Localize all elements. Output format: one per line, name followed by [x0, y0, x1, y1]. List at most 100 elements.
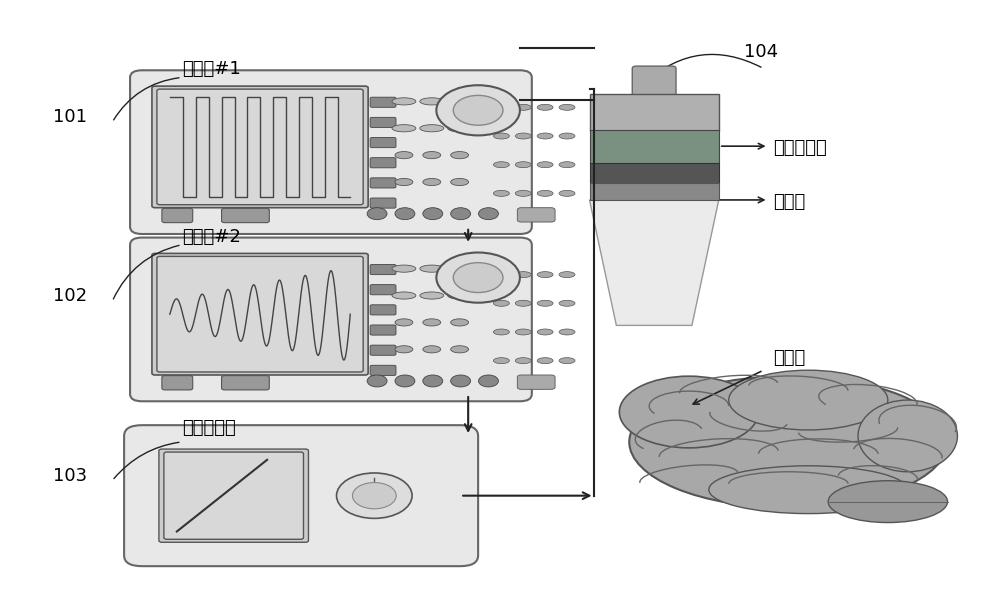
FancyBboxPatch shape	[130, 71, 532, 234]
Ellipse shape	[515, 133, 531, 139]
Text: 前额叶: 前额叶	[773, 349, 806, 367]
Ellipse shape	[451, 151, 469, 159]
FancyBboxPatch shape	[370, 157, 396, 168]
Ellipse shape	[392, 125, 416, 132]
FancyBboxPatch shape	[370, 178, 396, 188]
FancyBboxPatch shape	[370, 345, 396, 355]
Ellipse shape	[392, 265, 416, 272]
Ellipse shape	[559, 104, 575, 110]
Polygon shape	[590, 200, 719, 326]
FancyBboxPatch shape	[222, 376, 269, 390]
Ellipse shape	[423, 346, 441, 353]
Ellipse shape	[537, 329, 553, 335]
Ellipse shape	[395, 319, 413, 326]
Ellipse shape	[420, 125, 444, 132]
Ellipse shape	[537, 162, 553, 168]
Circle shape	[367, 207, 387, 219]
Text: 104: 104	[744, 43, 778, 60]
Circle shape	[436, 253, 520, 303]
Circle shape	[453, 263, 503, 292]
Circle shape	[423, 207, 443, 219]
Circle shape	[451, 207, 471, 219]
Ellipse shape	[493, 271, 509, 277]
FancyBboxPatch shape	[152, 86, 368, 207]
FancyBboxPatch shape	[370, 365, 396, 376]
Ellipse shape	[619, 376, 759, 448]
FancyBboxPatch shape	[164, 452, 303, 539]
Ellipse shape	[451, 319, 469, 326]
Ellipse shape	[515, 191, 531, 197]
Bar	[590, 130, 719, 164]
Ellipse shape	[493, 329, 509, 335]
Ellipse shape	[423, 319, 441, 326]
FancyBboxPatch shape	[157, 89, 363, 204]
Ellipse shape	[493, 358, 509, 364]
Ellipse shape	[709, 466, 908, 514]
FancyBboxPatch shape	[152, 253, 368, 375]
Ellipse shape	[537, 133, 553, 139]
Ellipse shape	[559, 358, 575, 364]
Ellipse shape	[451, 178, 469, 186]
Ellipse shape	[559, 162, 575, 168]
FancyBboxPatch shape	[370, 97, 396, 107]
Text: 信号源#2: 信号源#2	[182, 228, 241, 246]
Ellipse shape	[493, 133, 509, 139]
Bar	[590, 183, 719, 200]
Bar	[590, 94, 719, 131]
Text: 准直器: 准直器	[773, 193, 806, 210]
Ellipse shape	[729, 370, 888, 430]
Ellipse shape	[537, 358, 553, 364]
FancyBboxPatch shape	[370, 198, 396, 208]
FancyBboxPatch shape	[370, 118, 396, 127]
FancyBboxPatch shape	[370, 265, 396, 274]
Ellipse shape	[451, 346, 469, 353]
Text: 101: 101	[53, 109, 87, 126]
Text: 102: 102	[53, 288, 87, 306]
Text: 103: 103	[53, 467, 87, 485]
Circle shape	[453, 95, 503, 125]
Ellipse shape	[448, 265, 472, 272]
Ellipse shape	[515, 329, 531, 335]
FancyBboxPatch shape	[124, 425, 478, 566]
FancyBboxPatch shape	[157, 256, 363, 372]
Circle shape	[337, 473, 412, 519]
Ellipse shape	[515, 104, 531, 110]
Ellipse shape	[559, 271, 575, 277]
FancyBboxPatch shape	[370, 325, 396, 335]
FancyBboxPatch shape	[517, 375, 555, 390]
Ellipse shape	[559, 133, 575, 139]
Ellipse shape	[392, 292, 416, 299]
Ellipse shape	[420, 265, 444, 272]
FancyBboxPatch shape	[517, 207, 555, 222]
Ellipse shape	[448, 125, 472, 132]
Text: 超声换能器: 超声换能器	[773, 139, 827, 157]
FancyBboxPatch shape	[162, 376, 193, 390]
Ellipse shape	[537, 271, 553, 277]
Ellipse shape	[395, 151, 413, 159]
FancyBboxPatch shape	[370, 305, 396, 315]
Ellipse shape	[537, 300, 553, 306]
Ellipse shape	[515, 162, 531, 168]
Text: 功率放大器: 功率放大器	[182, 419, 236, 437]
Ellipse shape	[515, 300, 531, 306]
Ellipse shape	[395, 178, 413, 186]
Ellipse shape	[493, 104, 509, 110]
FancyBboxPatch shape	[370, 285, 396, 295]
Circle shape	[479, 375, 498, 387]
FancyBboxPatch shape	[632, 66, 676, 98]
Ellipse shape	[423, 151, 441, 159]
Bar	[590, 163, 719, 184]
Circle shape	[479, 207, 498, 219]
Circle shape	[451, 375, 471, 387]
FancyBboxPatch shape	[130, 238, 532, 401]
FancyBboxPatch shape	[222, 208, 269, 223]
Ellipse shape	[537, 191, 553, 197]
Circle shape	[352, 482, 396, 509]
Ellipse shape	[420, 292, 444, 299]
FancyBboxPatch shape	[162, 208, 193, 223]
Ellipse shape	[448, 98, 472, 105]
Ellipse shape	[448, 292, 472, 299]
Circle shape	[367, 375, 387, 387]
Ellipse shape	[559, 329, 575, 335]
Ellipse shape	[493, 191, 509, 197]
